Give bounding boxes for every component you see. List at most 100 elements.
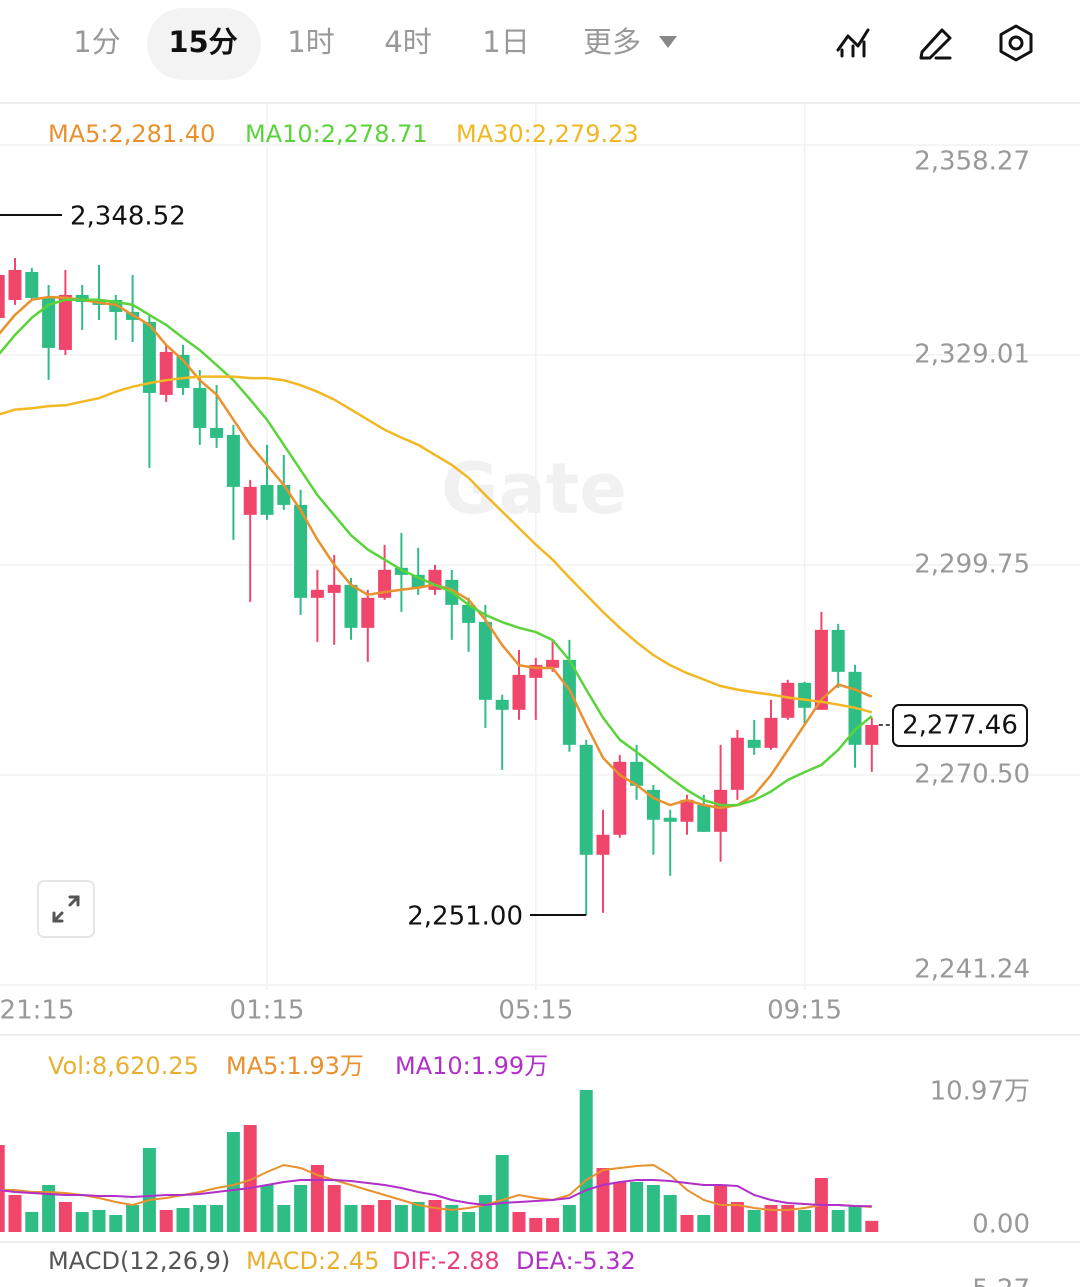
candle-body (193, 387, 207, 428)
volume-bar (579, 1090, 593, 1232)
volume-bar (663, 1195, 677, 1232)
candle-body (0, 274, 5, 318)
candle-body (814, 629, 828, 710)
candle-body (8, 269, 22, 300)
candle-body (159, 351, 173, 395)
legend-entry: MA10:2,278.71 (245, 120, 428, 148)
draw-icon[interactable] (919, 28, 952, 60)
volume-bar (798, 1209, 812, 1232)
tab[interactable]: 更多 (583, 25, 641, 59)
candle-body (562, 659, 576, 745)
indicator-icon[interactable] (836, 28, 870, 58)
volume-bar (159, 1209, 173, 1232)
volume-bar (176, 1208, 190, 1232)
macd-label: DIF:-2.88 (392, 1247, 500, 1275)
ma-line (0, 298, 873, 807)
volume-bar (394, 1204, 408, 1232)
tab[interactable]: 1日 (482, 25, 529, 59)
macd-label: MACD(12,26,9) (48, 1247, 230, 1275)
tab[interactable]: 15分 (168, 25, 237, 59)
volume-bar (42, 1184, 56, 1232)
active-tab-bg (147, 8, 261, 80)
macd-label: MACD:2.45 (246, 1247, 379, 1275)
volume-bar (411, 1201, 425, 1232)
volume-bar (546, 1217, 560, 1232)
candle-body (210, 427, 224, 438)
candle-body (680, 799, 694, 822)
candle-body (478, 621, 492, 700)
volume-bar (865, 1220, 879, 1232)
volume-bar (428, 1200, 442, 1232)
candle-body (579, 744, 593, 855)
x-tick-label: 05:15 (498, 996, 573, 1026)
candle-body (865, 725, 879, 745)
candle-body (310, 589, 324, 598)
candle-body (663, 817, 677, 822)
candle-body (58, 294, 72, 350)
volume-bar (327, 1184, 341, 1232)
ma-line (0, 375, 873, 714)
volume-bar (512, 1212, 526, 1232)
legend-entry: MA10:1.99万 (395, 1052, 548, 1080)
volume-bar (730, 1201, 744, 1232)
candle-body (613, 761, 627, 835)
candle-body (243, 486, 257, 515)
volume-bar (25, 1212, 39, 1232)
volume-bar (445, 1204, 459, 1232)
volume-bar (310, 1164, 324, 1232)
tab[interactable]: 1时 (287, 25, 334, 59)
volume-bar (75, 1212, 89, 1232)
y-tick-label: 2,329.01 (914, 340, 1030, 370)
volume-bar (529, 1217, 543, 1232)
last-price-label: 2,277.46 (902, 711, 1018, 741)
candle-body (277, 484, 291, 505)
tab[interactable]: 1分 (73, 25, 120, 59)
volume-bar (243, 1125, 257, 1232)
volume-bar (142, 1148, 156, 1232)
volume-bar (378, 1200, 392, 1232)
candle-body (831, 629, 845, 672)
min-label: 2,251.00 (407, 901, 523, 931)
legend-entry: MA5:1.93万 (226, 1052, 364, 1080)
volume-bar (764, 1204, 778, 1232)
candle-body (75, 294, 89, 302)
macd-label: DEA:-5.32 (516, 1247, 636, 1275)
volume-bar (562, 1204, 576, 1232)
volume-bar (210, 1204, 224, 1232)
volume-bar (462, 1212, 476, 1232)
max-label: 2,348.52 (70, 201, 186, 231)
macd-axis-label: 5.27 (972, 1275, 1030, 1287)
candle-body (714, 789, 728, 832)
volume-bar (58, 1201, 72, 1232)
candle-body (327, 584, 341, 593)
candle-body (42, 297, 56, 348)
volume-bar (646, 1184, 660, 1232)
candle-body (697, 804, 711, 832)
volume-bar (226, 1132, 240, 1232)
volume-bar (747, 1209, 761, 1232)
y-tick-label: 10.97万 (930, 1077, 1030, 1107)
volume-bar (277, 1204, 291, 1232)
y-tick-label: 2,241.24 (914, 955, 1030, 985)
candle-body (294, 504, 308, 598)
candle-body (764, 717, 778, 748)
candle-body (546, 659, 560, 668)
expand-button[interactable] (37, 880, 95, 938)
dropdown-arrow (659, 36, 677, 48)
volume-bar (0, 1145, 5, 1232)
candle-body (646, 789, 660, 820)
ma-line (0, 1163, 872, 1212)
x-tick-label: 09:15 (767, 996, 842, 1026)
y-tick-label: 0.00 (972, 1210, 1030, 1240)
candle-body (394, 567, 408, 575)
volume-bar (92, 1209, 106, 1232)
x-tick-label: 21:15 (0, 996, 74, 1026)
candle-body (462, 604, 476, 623)
settings-icon[interactable] (999, 24, 1033, 62)
candle-body (142, 321, 156, 393)
tab[interactable]: 4时 (384, 25, 431, 59)
candle-body (25, 271, 39, 298)
candle-body (495, 699, 509, 710)
